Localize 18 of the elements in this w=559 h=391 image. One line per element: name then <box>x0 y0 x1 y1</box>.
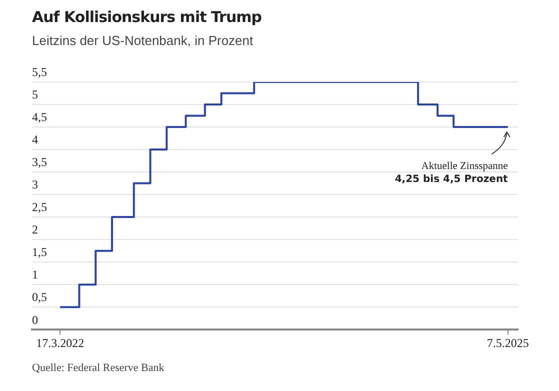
x-tick-label: 17.3.2022 <box>36 336 84 350</box>
annotation: Aktuelle Zinsspanne 4,25 bis 4,5 Prozent <box>394 161 508 186</box>
y-tick-label: 2,5 <box>32 200 47 214</box>
y-tick-label: 4 <box>32 132 38 147</box>
y-tick-label: 1,5 <box>32 245 47 260</box>
x-tick-label: 7.5.2025 <box>486 336 529 350</box>
y-tick-label: 0 <box>32 312 38 327</box>
y-tick-label: 2 <box>32 222 38 237</box>
y-tick-label: 5,5 <box>32 65 47 80</box>
y-tick-label: 5 <box>32 88 38 102</box>
chart-title: Auf Kollisionskurs mit Trump <box>32 8 262 26</box>
source-note: Quelle: Federal Reserve Bank <box>32 362 164 374</box>
y-tick-label: 3 <box>32 178 38 192</box>
y-tick-label: 1 <box>32 268 38 282</box>
y-tick-label: 4,5 <box>32 110 47 124</box>
y-tick-label: 3,5 <box>32 155 47 170</box>
y-tick-label: 0,5 <box>32 290 47 304</box>
chart-subtitle: Leitzins der US-Notenbank, in Prozent <box>32 33 254 48</box>
